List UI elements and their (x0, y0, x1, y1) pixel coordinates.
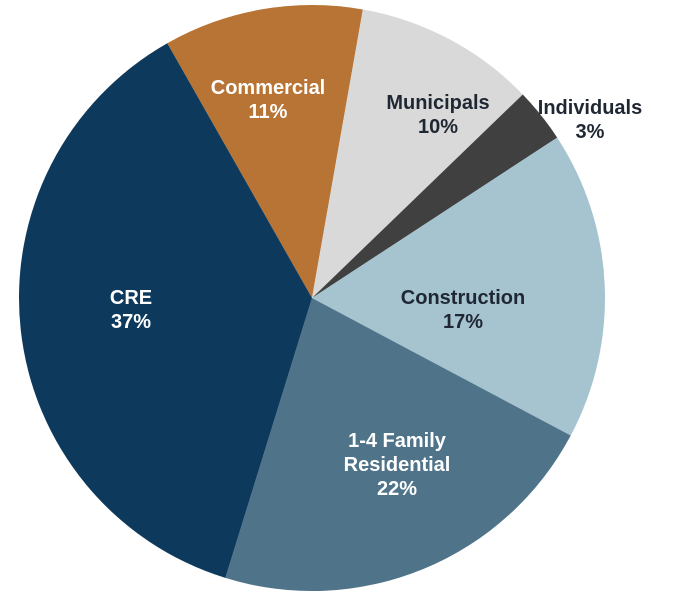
pie-slice (19, 43, 312, 578)
slice-label: Municipals 10% (363, 91, 513, 139)
category-name: 1-4 Family Residential (343, 430, 451, 476)
slice-label: Construction 17% (388, 286, 538, 334)
percent-label: 10% (417, 116, 459, 138)
slice-label: Individuals 3% (515, 96, 665, 144)
percent-label: 11% (248, 101, 288, 123)
pie-slice (225, 298, 571, 591)
pie-slice (312, 9, 523, 299)
category-name: Municipals (386, 92, 490, 114)
percent-label: 37% (110, 311, 152, 333)
percent-label: 22% (376, 478, 418, 500)
pie-slice (312, 137, 605, 436)
pie-slice (312, 94, 558, 299)
category-name: Construction (400, 287, 526, 309)
percent-label: 17% (442, 311, 484, 333)
pie-slice (167, 5, 363, 299)
category-name: Individuals (537, 97, 643, 119)
category-name: CRE (109, 287, 153, 309)
slice-label: CRE 37% (56, 286, 206, 334)
slice-label: 1-4 Family Residential 22% (327, 429, 467, 501)
slice-label: Commercial 11% (193, 76, 343, 124)
category-name: Commercial (210, 77, 326, 99)
percent-label: 3% (575, 121, 605, 143)
